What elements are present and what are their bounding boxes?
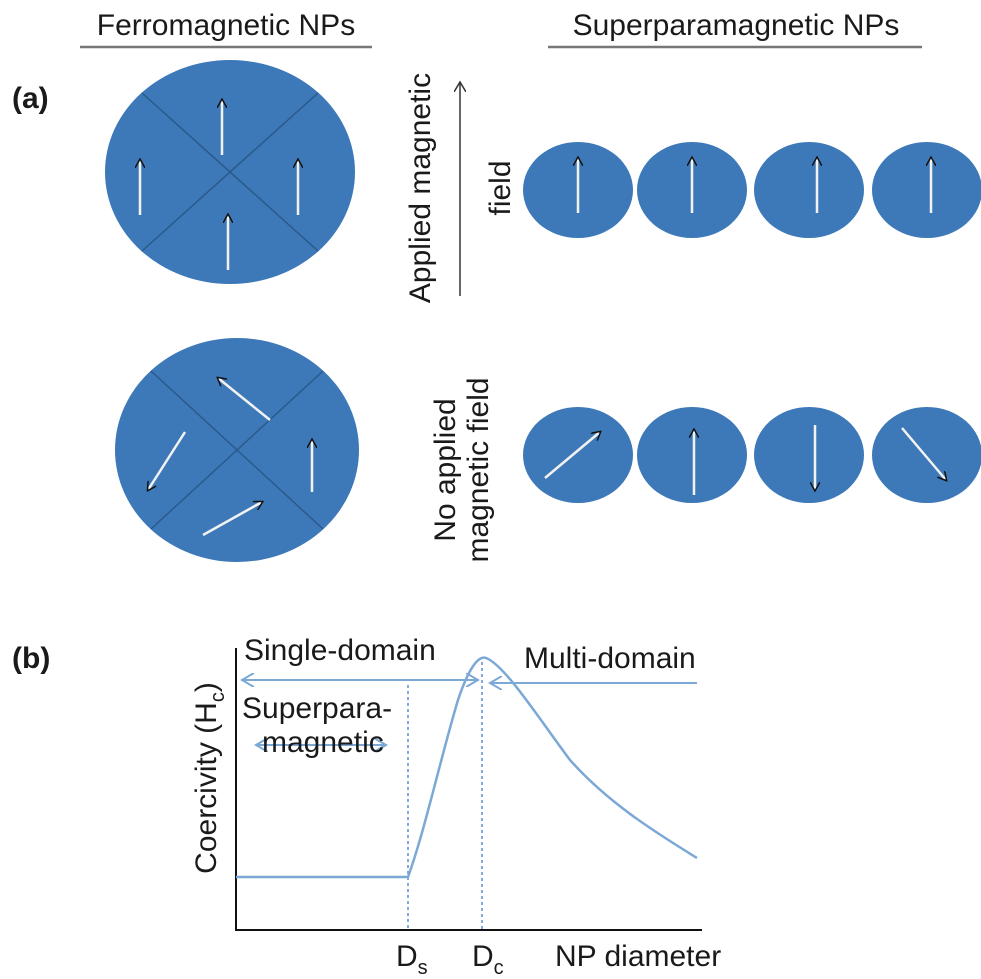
x-axis-label: NP diameter: [555, 940, 721, 973]
multi-domain-label: Multi-domain: [524, 642, 696, 675]
single-domain-label: Single-domain: [244, 634, 436, 667]
right-title: Superparamagnetic NPs: [573, 9, 900, 42]
ds-text: D: [396, 940, 418, 973]
y-axis-label: Coercivity (Hc): [190, 682, 229, 874]
panel-label: (b): [12, 642, 50, 675]
ferromagnetic-np: [105, 60, 355, 284]
ds-label: Ds: [396, 940, 428, 979]
field-label: field: [484, 160, 517, 215]
left-title: Ferromagnetic NPs: [97, 9, 355, 42]
coercivity-curve: [236, 658, 697, 877]
dc-text: D: [472, 940, 494, 973]
field-label: Applied magnetic: [404, 73, 437, 303]
np-circle: [754, 142, 864, 238]
y-axis-tail: ): [190, 682, 223, 692]
no-field-label: magnetic field: [462, 377, 495, 562]
np-circle: [637, 407, 747, 503]
dc-label: Dc: [472, 940, 504, 979]
np-circle: [754, 407, 864, 503]
figure: Ferromagnetic NPs Superparamagnetic NPs …: [0, 0, 981, 979]
ferromagnetic-np: [115, 338, 359, 562]
y-axis-sub: c: [207, 692, 229, 702]
dc-sub: c: [494, 957, 504, 979]
ds-sub: s: [418, 957, 428, 979]
no-field-label: No applied: [429, 398, 462, 541]
superparamagnetic-label: magnetic: [262, 726, 384, 759]
np-circle: [872, 407, 981, 503]
np-circle: [872, 142, 981, 238]
y-axis-text: Coercivity (H: [190, 702, 223, 874]
superparamagnetic-row: [523, 407, 981, 503]
np-circle: [523, 407, 633, 503]
panel-label: (a): [12, 82, 49, 115]
superparamagnetic-label: Superpara-: [242, 692, 392, 725]
superparamagnetic-row: [523, 142, 981, 238]
